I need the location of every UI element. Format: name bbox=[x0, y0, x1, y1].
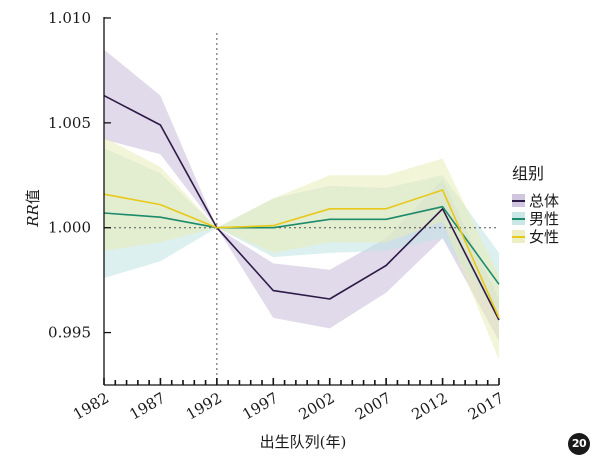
legend-label: 男性 bbox=[529, 210, 559, 228]
figure-number-badge: 20 bbox=[568, 433, 590, 455]
series-line-2 bbox=[103, 189, 500, 319]
x-tick-label: 1997 bbox=[239, 389, 281, 424]
legend-title: 组别 bbox=[512, 164, 544, 183]
legend-label: 女性 bbox=[529, 228, 559, 246]
band-2 bbox=[104, 137, 499, 360]
x-tick-label: 2007 bbox=[352, 389, 394, 424]
y-tick-label: 1.005 bbox=[48, 114, 91, 132]
x-tick-label: 2002 bbox=[296, 389, 338, 424]
x-tick-label: 1982 bbox=[70, 389, 112, 424]
x-axis-title: 出生队列(年) bbox=[260, 433, 347, 451]
x-tick-label: 1987 bbox=[126, 389, 168, 424]
confidence-bands bbox=[104, 49, 499, 360]
reference-lines bbox=[104, 33, 499, 385]
band-0 bbox=[104, 49, 499, 341]
x-tick-label: 2012 bbox=[409, 389, 451, 424]
x-tick-label: 2017 bbox=[465, 389, 507, 424]
x-tick-label: 1992 bbox=[183, 389, 225, 424]
y-axis-title-italic: RR bbox=[24, 204, 42, 228]
y-tick-label: 1.000 bbox=[48, 219, 91, 237]
legend-label: 总体 bbox=[529, 192, 559, 210]
series-line-1 bbox=[103, 205, 500, 285]
y-axis-title-suffix: 值 bbox=[24, 189, 42, 204]
series-lines bbox=[103, 94, 500, 321]
y-axis-title: RR值 bbox=[24, 189, 42, 228]
y-tick-label: 1.010 bbox=[48, 9, 91, 27]
series-line-0 bbox=[103, 94, 500, 321]
y-tick-label: 0.995 bbox=[48, 324, 91, 342]
